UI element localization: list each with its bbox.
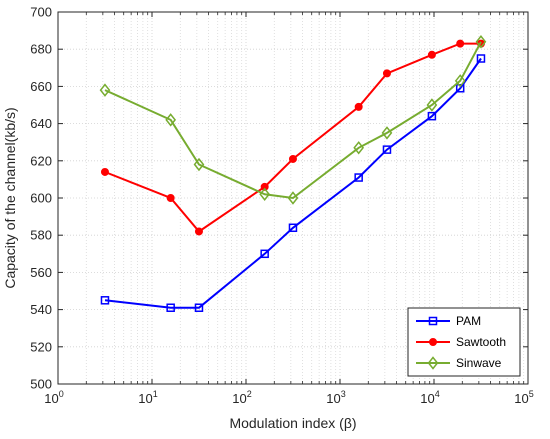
x-tick-label: 100	[44, 389, 63, 406]
y-tick-label: 600	[30, 191, 52, 206]
data-point	[260, 249, 269, 259]
data-point	[382, 69, 391, 78]
series-pam	[100, 54, 486, 312]
y-tick-label: 640	[30, 116, 52, 131]
legend-label: PAM	[456, 314, 481, 328]
data-point	[165, 113, 177, 127]
data-point	[99, 83, 111, 97]
data-point	[426, 98, 438, 112]
legend: PAM Sawtooth Sinwave	[407, 307, 521, 377]
legend-entry-pam: PAM	[416, 314, 481, 328]
data-point	[475, 35, 487, 49]
data-point	[259, 187, 271, 201]
data-point	[381, 126, 393, 140]
data-point	[166, 303, 175, 312]
data-point	[454, 74, 466, 88]
data-point	[354, 102, 363, 111]
data-point	[194, 227, 203, 236]
data-point	[166, 194, 175, 202]
series-layer	[99, 35, 487, 312]
data-point	[354, 173, 363, 182]
x-tick-label: 104	[420, 389, 439, 406]
y-tick-label: 540	[30, 302, 52, 317]
y-tick-label: 700	[30, 5, 52, 20]
x-tick-label: 103	[326, 389, 345, 406]
data-point	[353, 141, 365, 155]
legend-label: Sinwave	[456, 356, 502, 370]
data-point	[194, 303, 204, 312]
data-point	[427, 111, 437, 121]
data-point	[100, 167, 109, 176]
data-point	[382, 145, 392, 154]
data-point	[193, 157, 205, 172]
series-sinwave	[99, 35, 487, 205]
data-point	[428, 316, 438, 326]
legend-entry-sawtooth: Sawtooth	[416, 335, 506, 349]
data-point	[476, 54, 486, 63]
y-tick-label: 620	[30, 153, 52, 168]
legend-label: Sawtooth	[456, 335, 506, 349]
data-point	[100, 296, 110, 305]
data-point	[429, 338, 437, 346]
y-axis-title: Capacity of the channel(kb/s)	[2, 107, 18, 288]
axis-ticks: 100 101 102 103 104 105 500 520 540 560 580 600 620 6…	[30, 5, 533, 407]
x-tick-label: 105	[514, 389, 533, 406]
data-point	[455, 84, 465, 93]
y-tick-label: 560	[30, 265, 52, 280]
y-tick-label: 660	[30, 79, 52, 94]
x-tick-label: 101	[138, 389, 157, 406]
y-tick-label: 680	[30, 42, 52, 57]
series-line	[104, 57, 482, 309]
data-point	[456, 39, 465, 48]
series-line	[104, 42, 481, 233]
data-point	[287, 191, 299, 205]
data-point	[288, 223, 298, 233]
x-axis-title: Modulation index (β)	[229, 415, 356, 431]
data-point	[288, 154, 297, 163]
y-tick-label: 580	[30, 228, 52, 243]
x-tick-label: 102	[232, 389, 251, 406]
data-point	[427, 356, 439, 370]
data-point	[427, 50, 436, 59]
data-point	[260, 182, 269, 191]
series-line	[104, 41, 482, 200]
y-tick-label: 520	[30, 339, 52, 354]
y-tick-label: 500	[30, 377, 52, 392]
legend-entry-sinwave: Sinwave	[416, 356, 502, 370]
